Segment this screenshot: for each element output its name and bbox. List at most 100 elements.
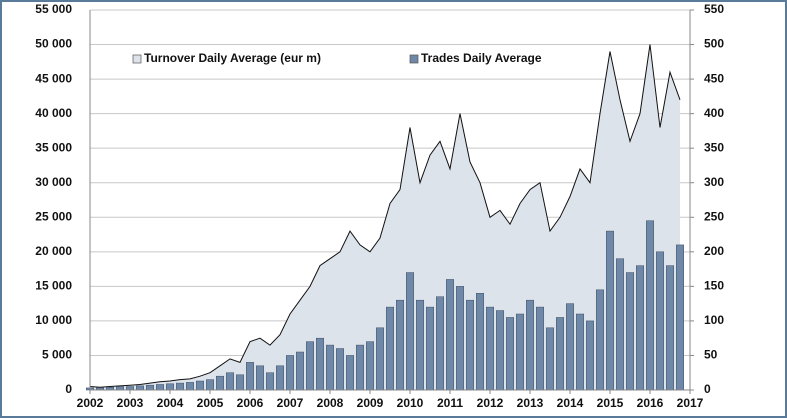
y2-tick-label: 0 <box>704 382 711 396</box>
bar <box>496 310 504 391</box>
y2-tick-label: 250 <box>704 209 724 223</box>
bar <box>276 365 284 391</box>
bar <box>136 385 144 391</box>
bar <box>296 351 304 391</box>
y2-tick-label: 550 <box>704 2 724 16</box>
x-tick-label: 2017 <box>677 396 704 410</box>
bar <box>456 286 464 391</box>
x-tick-label: 2005 <box>197 396 224 410</box>
bar <box>446 279 454 391</box>
x-tick-label: 2004 <box>157 396 184 410</box>
y-tick-label: 0 <box>65 382 72 396</box>
y2-tick-label: 300 <box>704 175 724 189</box>
bar <box>186 382 194 391</box>
x-tick-label: 2003 <box>117 396 144 410</box>
bar <box>676 244 684 391</box>
bar <box>466 299 474 391</box>
bar <box>526 299 534 391</box>
bar <box>536 306 544 391</box>
bar <box>586 320 594 391</box>
bar <box>206 379 214 391</box>
y-tick-label: 5 000 <box>42 348 72 362</box>
bar <box>366 341 374 391</box>
area-line <box>89 44 681 388</box>
bar <box>616 258 624 391</box>
bar <box>426 306 434 391</box>
x-tick-label: 2002 <box>77 396 104 410</box>
bar <box>476 293 484 391</box>
bar <box>376 327 384 391</box>
bar <box>196 380 204 391</box>
bar <box>216 375 224 391</box>
bar <box>246 362 254 391</box>
x-tick-label: 2012 <box>477 396 504 410</box>
y2-tick-label: 500 <box>704 37 724 51</box>
legend-swatch <box>132 54 142 64</box>
bar <box>226 372 234 391</box>
bar <box>666 265 674 391</box>
bar <box>416 299 424 391</box>
bar <box>596 289 604 391</box>
legend-label: Turnover Daily Average (eur m) <box>144 51 321 65</box>
bar <box>396 299 404 391</box>
bar <box>506 317 514 391</box>
y-tick-label: 45 000 <box>35 71 72 85</box>
y-tick-label: 55 000 <box>35 2 72 16</box>
y2-tick-label: 150 <box>704 279 724 293</box>
bar <box>516 313 524 391</box>
bar <box>236 374 244 391</box>
y-tick-label: 50 000 <box>35 37 72 51</box>
bar <box>166 383 174 391</box>
bar <box>356 344 364 391</box>
bar <box>326 344 334 391</box>
bar <box>566 303 574 391</box>
bar <box>636 265 644 391</box>
y2-tick-label: 50 <box>704 348 718 362</box>
y2-tick-label: 200 <box>704 244 724 258</box>
bar <box>316 337 324 391</box>
bar <box>116 386 124 391</box>
y-tick-label: 25 000 <box>35 209 72 223</box>
bar <box>576 313 584 391</box>
bar <box>406 272 414 391</box>
bar <box>266 372 274 391</box>
bar <box>626 272 634 391</box>
bar <box>386 306 394 391</box>
y2-tick-label: 350 <box>704 140 724 154</box>
legend-label: Trades Daily Average <box>421 51 542 65</box>
bar <box>486 306 494 391</box>
y2-tick-label: 100 <box>704 313 724 327</box>
bar <box>286 355 294 391</box>
x-tick-label: 2006 <box>237 396 264 410</box>
y-tick-label: 30 000 <box>35 175 72 189</box>
bar <box>336 348 344 391</box>
bar <box>346 355 354 391</box>
y-tick-label: 10 000 <box>35 313 72 327</box>
bar <box>176 382 184 391</box>
y-tick-label: 20 000 <box>35 244 72 258</box>
x-tick-label: 2010 <box>397 396 424 410</box>
y2-tick-label: 400 <box>704 106 724 120</box>
bar <box>556 317 564 391</box>
y-tick-label: 40 000 <box>35 106 72 120</box>
x-tick-label: 2007 <box>277 396 304 410</box>
bar <box>646 220 654 391</box>
x-tick-label: 2016 <box>637 396 664 410</box>
bar <box>656 251 664 391</box>
bar <box>546 327 554 391</box>
x-tick-label: 2011 <box>437 396 463 410</box>
legend-swatch <box>409 54 419 64</box>
x-tick-label: 2015 <box>597 396 624 410</box>
bar <box>306 341 314 391</box>
y-tick-label: 15 000 <box>35 279 72 293</box>
y-tick-label: 35 000 <box>35 140 72 154</box>
bar <box>436 296 444 391</box>
y2-tick-label: 450 <box>704 71 724 85</box>
bar <box>606 230 614 391</box>
x-tick-label: 2009 <box>357 396 384 410</box>
bar <box>256 365 264 391</box>
bar <box>126 386 134 391</box>
bar <box>156 384 164 391</box>
